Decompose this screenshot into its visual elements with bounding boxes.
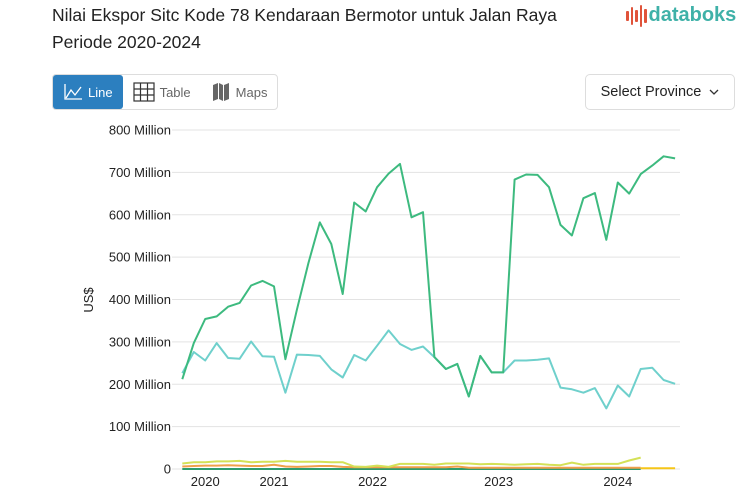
y-tick-label: 700 Million (109, 165, 171, 180)
y-tick-label: 0 (164, 462, 171, 477)
series-line-2 (182, 456, 641, 468)
x-tick-label: 2023 (484, 474, 513, 489)
map-icon (212, 83, 229, 101)
y-tick-label: 200 Million (109, 377, 171, 392)
tab-label: Maps (235, 84, 268, 100)
databoks-logo: databoks (626, 4, 736, 27)
y-tick-label: 500 Million (109, 250, 171, 265)
line-chart-icon (64, 84, 82, 100)
tab-label: Line (88, 84, 113, 100)
tab-label: Table (159, 84, 191, 100)
province-select-label: Select Province (600, 84, 702, 100)
series-line-3 (182, 463, 641, 469)
x-tick-label: 2024 (603, 474, 632, 489)
y-tick-label: 100 Million (109, 419, 171, 434)
x-tick-label: 2022 (358, 474, 387, 489)
tab-table[interactable]: Table (123, 75, 201, 109)
series-line-1 (181, 329, 676, 410)
logo-bars-icon (626, 4, 647, 27)
y-tick-label: 300 Million (109, 334, 171, 349)
series-line-0 (181, 155, 676, 398)
view-tabs: Line Table Maps (52, 74, 279, 110)
table-icon (132, 82, 155, 102)
tab-line[interactable]: Line (53, 75, 123, 109)
y-tick-label: 600 Million (109, 207, 171, 222)
y-axis-label: US$ (81, 287, 96, 313)
chevron-down-icon (709, 89, 719, 95)
x-tick-label: 2020 (191, 474, 220, 489)
province-select[interactable]: Select Province (585, 74, 735, 110)
y-tick-label: 800 Million (109, 123, 171, 138)
x-tick-label: 2021 (260, 474, 289, 489)
tab-maps[interactable]: Maps (201, 75, 278, 109)
y-tick-label: 400 Million (109, 292, 171, 307)
logo-text: databoks (648, 4, 737, 26)
chart-title: Nilai Ekspor Sitc Kode 78 Kendaraan Berm… (52, 5, 557, 52)
